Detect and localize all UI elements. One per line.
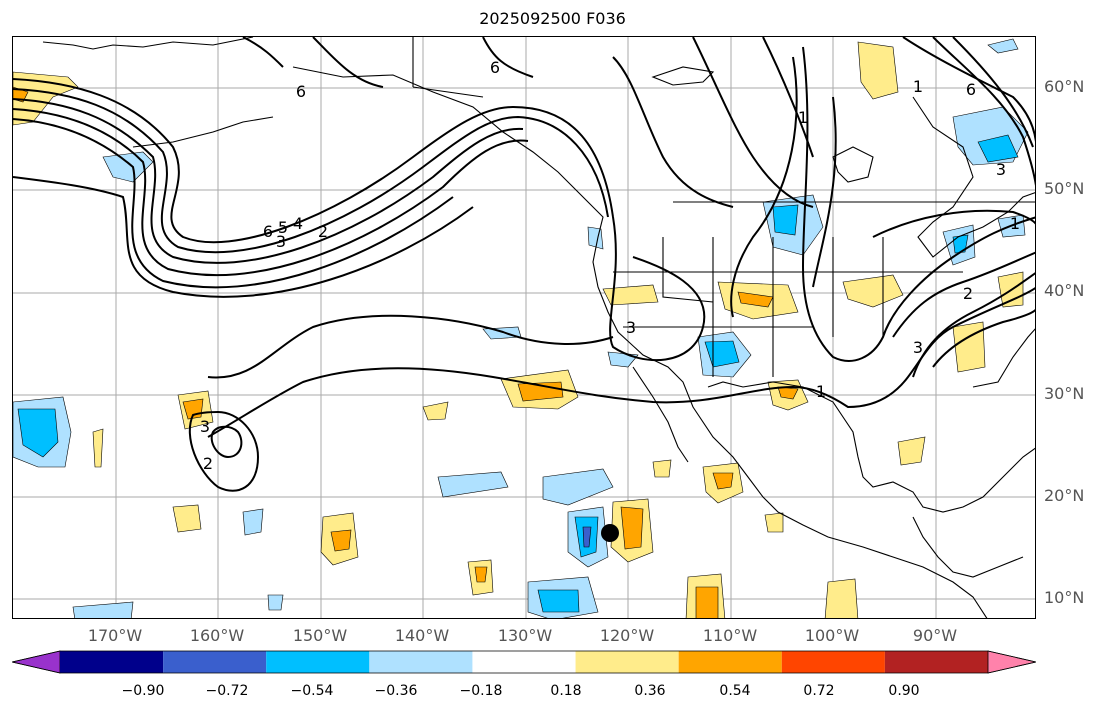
lon-label: 100°W xyxy=(804,626,860,645)
lon-label: 140°W xyxy=(394,626,450,645)
contour-label: 3 xyxy=(626,318,636,337)
contour-label: 1 xyxy=(913,77,923,96)
lon-label: 120°W xyxy=(599,626,655,645)
lat-label: 40°N xyxy=(1044,281,1085,300)
colorbar-segment xyxy=(884,651,988,673)
contour-label: 2 xyxy=(203,454,213,473)
lon-label: 130°W xyxy=(497,626,553,645)
colorbar-segment xyxy=(472,651,576,673)
contour-label: 2 xyxy=(318,222,328,241)
lon-label: 110°W xyxy=(702,626,758,645)
colorbar-tick: −0.54 xyxy=(290,683,334,699)
colorbar-tick: 0.54 xyxy=(719,683,751,699)
contour-label: 2 xyxy=(963,284,973,303)
colorbar-tick: 0.90 xyxy=(888,683,920,699)
colorbar-segment xyxy=(678,651,782,673)
contour-label: 3 xyxy=(200,417,210,436)
colorbar-segment xyxy=(60,651,164,673)
colorbar-tick: 0.72 xyxy=(803,683,835,699)
colorbar-tick: 0.36 xyxy=(634,683,666,699)
contour-label: 3 xyxy=(276,232,286,251)
lon-label: 90°W xyxy=(912,626,958,645)
lon-label: 150°W xyxy=(292,626,348,645)
map-title: 2025092500 F036 xyxy=(479,9,626,28)
storm-center-marker xyxy=(601,524,619,542)
colorbar-outline xyxy=(12,650,1036,674)
colorbar-segment xyxy=(575,651,679,673)
colorbar-tick: −0.36 xyxy=(374,683,418,699)
colorbar-tick: −0.90 xyxy=(121,683,165,699)
lon-label: 160°W xyxy=(189,626,245,645)
colorbar-segment xyxy=(266,651,370,673)
contour-label: 1 xyxy=(1010,214,1020,233)
contour-label-group: 6 6 6 6 5 4 3 2 3 3 3 2 2 1 1 1 3 1 xyxy=(200,58,1020,473)
colorbar xyxy=(12,650,1036,674)
contour-label: 6 xyxy=(296,82,306,101)
contour-label: 4 xyxy=(293,214,303,233)
lat-label: 30°N xyxy=(1044,384,1085,403)
lat-label: 60°N xyxy=(1044,77,1085,96)
lat-label: 50°N xyxy=(1044,179,1085,198)
colorbar-tick: −0.72 xyxy=(205,683,249,699)
contour-label: 5 xyxy=(278,218,288,237)
contour-lines xyxy=(13,37,1035,492)
map-canvas: 6 6 6 6 5 4 3 2 3 3 3 2 2 1 1 1 3 1 xyxy=(13,37,1035,618)
colorbar-segment xyxy=(369,651,473,673)
colorbar-extend-max xyxy=(987,650,1036,674)
contour-label: 1 xyxy=(798,108,808,127)
colorbar-extend-min xyxy=(12,650,61,674)
contour-label: 1 xyxy=(816,382,826,401)
anomaly-fills xyxy=(13,38,1029,618)
contour-label: 6 xyxy=(263,222,273,241)
contour-label: 6 xyxy=(490,58,500,77)
colorbar-segment xyxy=(163,651,267,673)
lon-label: 170°W xyxy=(87,626,143,645)
contour-label: 3 xyxy=(996,160,1006,179)
contour-label: 6 xyxy=(966,80,976,99)
colorbar-segment xyxy=(781,651,885,673)
lat-label: 20°N xyxy=(1044,486,1085,505)
colorbar-tick: −0.18 xyxy=(459,683,503,699)
colorbar-tick: 0.18 xyxy=(550,683,582,699)
contour-label: 3 xyxy=(913,338,923,357)
map-panel: 6 6 6 6 5 4 3 2 3 3 3 2 2 1 1 1 3 1 xyxy=(12,36,1036,619)
lat-label: 10°N xyxy=(1044,588,1085,607)
